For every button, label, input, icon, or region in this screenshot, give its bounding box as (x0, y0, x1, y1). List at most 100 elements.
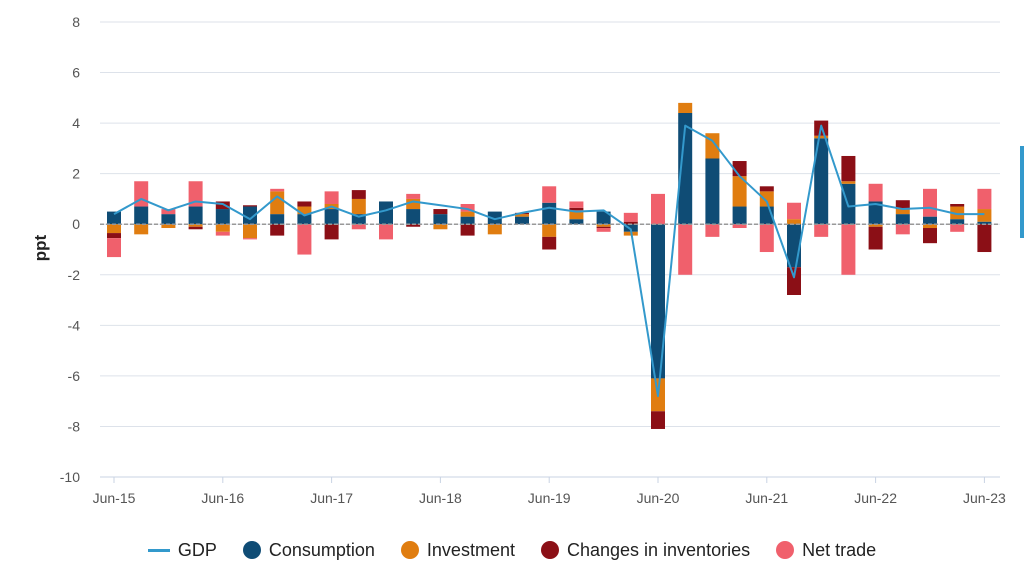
bar-investment (107, 224, 121, 234)
bar-changes-in-inventories (351, 190, 366, 199)
bar-investment (787, 219, 801, 225)
gdp-line-layer (113, 124, 985, 398)
bar-investment (161, 224, 176, 229)
bar-net-trade (841, 224, 856, 275)
legend-label: Changes in inventories (566, 539, 751, 560)
bar-changes-in-inventories (270, 224, 285, 236)
bar-investment (732, 176, 747, 207)
bar-net-trade (215, 231, 230, 236)
bar-investment (923, 224, 937, 229)
bar-layer (107, 102, 992, 429)
y-tick-label: 4 (72, 115, 80, 131)
bar-changes-in-inventories (107, 233, 121, 239)
y-tick-label: -10 (60, 469, 80, 485)
bar-net-trade (324, 191, 339, 204)
bar-investment (460, 211, 475, 217)
bar-net-trade (787, 202, 801, 220)
bar-changes-in-inventories (596, 226, 611, 229)
bar-consumption (895, 214, 910, 225)
bar-net-trade (379, 224, 393, 240)
bar-changes-in-inventories (759, 186, 774, 192)
bar-changes-in-inventories (324, 224, 339, 240)
bar-net-trade (705, 224, 720, 237)
bar-consumption (678, 113, 693, 225)
x-tick-label: Jun-23 (963, 490, 1006, 506)
bar-investment (895, 209, 910, 215)
bar-net-trade (161, 209, 176, 215)
bar-investment (759, 191, 774, 207)
legend-label: Net trade (802, 539, 877, 560)
bar-net-trade (759, 224, 774, 253)
legend-item-investment[interactable]: Investment (400, 540, 515, 561)
bar-consumption (569, 219, 584, 225)
bar-investment (841, 181, 856, 184)
bar-net-trade (188, 181, 203, 207)
bar-net-trade (596, 228, 611, 232)
bar-investment (868, 224, 883, 227)
bar-changes-in-inventories (460, 224, 475, 236)
bar-net-trade (678, 224, 693, 275)
bar-net-trade (243, 238, 257, 240)
bar-investment (215, 224, 230, 232)
bar-consumption (107, 211, 121, 225)
bar-net-trade (406, 193, 421, 199)
bar-consumption (542, 202, 557, 225)
y-tick-label: 8 (72, 14, 80, 30)
legend-item-consumption[interactable]: Consumption (242, 539, 375, 561)
bar-investment (270, 191, 285, 215)
bar-investment (515, 214, 529, 217)
x-tick-label: Jun-19 (528, 490, 571, 506)
bar-changes-in-inventories (841, 155, 856, 182)
x-tick-label: Jun-18 (419, 490, 462, 506)
y-axis-ticks: 8 6 4 2 0 -2 -4 -6 -8 -10 (60, 14, 80, 485)
bar-net-trade (977, 188, 992, 210)
bar-net-trade (868, 183, 883, 202)
x-tick-label: Jun-16 (201, 490, 244, 506)
legend-swatch (147, 548, 170, 552)
x-tick-label: Jun-15 (93, 490, 136, 506)
bar-consumption (433, 214, 448, 225)
bar-net-trade (651, 193, 665, 225)
bar-investment (596, 224, 611, 227)
x-tick-label: Jun-20 (637, 490, 680, 506)
bar-changes-in-inventories (868, 226, 883, 250)
bar-investment (542, 224, 557, 237)
bar-investment (134, 224, 149, 235)
legend-swatch (540, 541, 559, 559)
legend-item-net-trade[interactable]: Net trade (776, 540, 876, 561)
bar-net-trade (460, 204, 475, 212)
y-tick-label: -8 (68, 418, 81, 434)
bar-investment (977, 209, 992, 222)
bar-consumption (515, 216, 529, 225)
bar-changes-in-inventories (895, 200, 910, 210)
bar-changes-in-inventories (188, 226, 203, 230)
bar-consumption (596, 211, 611, 225)
bar-investment (569, 210, 584, 220)
legend-item-changes-in-inventories[interactable]: Changes in inventories (540, 539, 751, 561)
bar-net-trade (732, 224, 747, 229)
bar-consumption (977, 221, 992, 225)
bar-net-trade (814, 224, 829, 237)
bar-consumption (406, 209, 421, 225)
bar-investment (406, 198, 421, 210)
bar-changes-in-inventories (215, 201, 230, 210)
legend-swatch (242, 541, 261, 559)
bar-investment (243, 224, 257, 239)
bar-consumption (923, 216, 937, 225)
legend-label: Consumption (268, 539, 375, 560)
bar-investment (814, 135, 829, 139)
bar-investment (351, 198, 366, 215)
legend-item-gdp[interactable]: GDP (147, 540, 217, 561)
bar-net-trade (569, 201, 584, 208)
y-tick-label: 6 (72, 65, 80, 81)
bar-changes-in-inventories (950, 204, 965, 207)
bar-net-trade (297, 224, 312, 255)
bar-consumption (324, 209, 339, 225)
x-axis-ticks: Jun-15 Jun-16 Jun-17 Jun-18 Jun-19 Jun-20 Jun-… (93, 477, 1006, 506)
bar-consumption (868, 201, 883, 225)
bar-consumption (161, 214, 176, 225)
bar-investment (487, 224, 502, 235)
x-tick-label: Jun-22 (854, 490, 897, 506)
bar-consumption (215, 209, 230, 225)
bar-consumption (188, 206, 203, 225)
